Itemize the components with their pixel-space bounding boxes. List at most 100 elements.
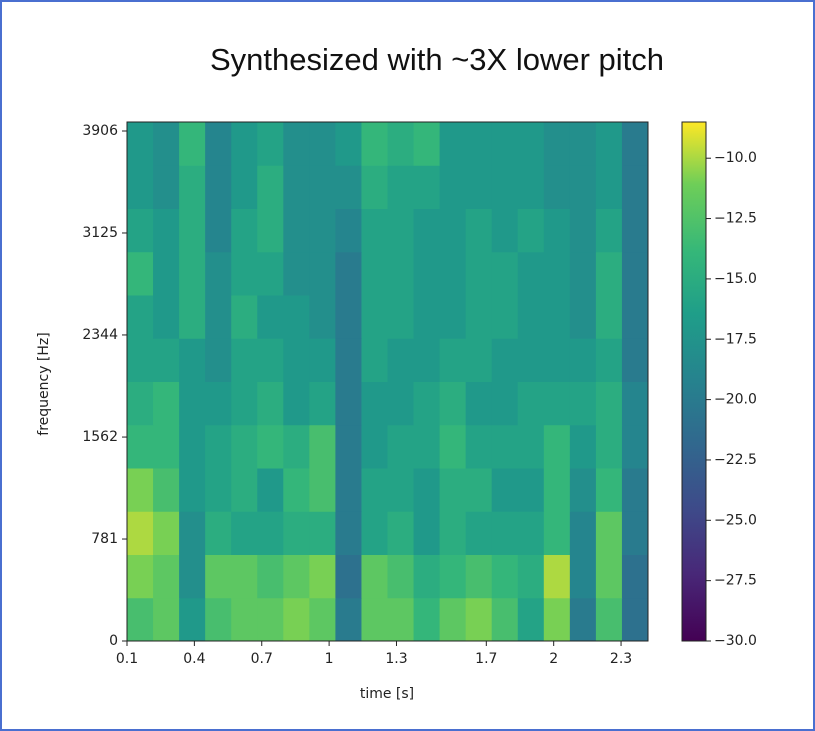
heatmap-cell	[283, 295, 310, 339]
heatmap-cell	[153, 165, 180, 209]
heatmap-cell	[413, 208, 441, 253]
heatmap-cell	[309, 338, 336, 382]
heatmap-cell	[257, 468, 284, 512]
heatmap-cell	[153, 424, 180, 469]
heatmap-cell	[257, 597, 284, 642]
heatmap-cell	[205, 338, 232, 382]
heatmap-cell	[491, 208, 519, 253]
heatmap-cell	[569, 165, 597, 209]
heatmap-cell	[361, 165, 388, 209]
heatmap-cell	[231, 554, 258, 599]
heatmap-cell	[439, 208, 467, 253]
heatmap-cell	[335, 424, 362, 469]
heatmap-cell	[205, 597, 232, 642]
colorbar-tick-label: −27.5	[714, 573, 757, 589]
y-tick-label: 2344	[82, 327, 118, 343]
heatmap-cell	[621, 208, 649, 253]
heatmap-cell	[335, 554, 362, 599]
heatmap-cell	[309, 554, 336, 599]
heatmap-cell	[439, 424, 467, 469]
heatmap-cell	[569, 251, 597, 296]
heatmap-cell	[127, 295, 154, 339]
heatmap-cell	[361, 338, 388, 382]
heatmap-cell	[517, 338, 545, 382]
heatmap-cell	[231, 511, 258, 555]
y-tick-label: 781	[91, 531, 118, 547]
heatmap-cell	[517, 511, 545, 555]
heatmap-cell	[569, 208, 597, 253]
heatmap-cell	[413, 424, 441, 469]
heatmap-cell	[335, 251, 362, 296]
heatmap-cell	[153, 468, 180, 512]
heatmap-cell	[543, 295, 571, 339]
heatmap-cell	[127, 511, 154, 555]
heatmap-cell	[543, 165, 571, 209]
heatmap-cell	[179, 381, 206, 426]
heatmap-cell	[569, 338, 597, 382]
heatmap-cell	[387, 295, 415, 339]
heatmap-cell	[543, 251, 571, 296]
heatmap-cell	[153, 511, 180, 555]
heatmap-cell	[153, 251, 180, 296]
heatmap-cell	[127, 251, 154, 296]
heatmap-cell	[595, 165, 623, 209]
x-tick-label: 1	[325, 651, 334, 667]
heatmap-cell	[621, 511, 649, 555]
heatmap-cell	[439, 122, 467, 166]
heatmap-cell	[335, 208, 362, 253]
heatmap-cell	[231, 122, 258, 166]
heatmap-cell	[569, 295, 597, 339]
heatmap-cell	[543, 208, 571, 253]
heatmap-cell	[569, 381, 597, 426]
heatmap-cell	[205, 511, 232, 555]
heatmap-cell	[413, 554, 441, 599]
heatmap-cell	[179, 165, 206, 209]
heatmap-cell	[361, 208, 388, 253]
heatmap-cell	[335, 597, 362, 642]
heatmap-cell	[595, 295, 623, 339]
heatmap-cell	[387, 165, 415, 209]
heatmap-cell	[517, 295, 545, 339]
heatmap-cell	[205, 554, 232, 599]
heatmap-cell	[283, 511, 310, 555]
heatmap-cell	[439, 295, 467, 339]
heatmap-cell	[569, 511, 597, 555]
heatmap-cell	[491, 338, 519, 382]
heatmap-cell	[543, 424, 571, 469]
heatmap-cell	[153, 597, 180, 642]
heatmap-cell	[465, 424, 493, 469]
heatmap-cell	[621, 295, 649, 339]
heatmap-cell	[127, 597, 154, 642]
heatmap-cell	[413, 381, 441, 426]
heatmap-cell	[335, 122, 362, 166]
heatmap-cell	[413, 122, 441, 166]
x-tick-label: 0.1	[116, 651, 138, 667]
heatmap-cell	[283, 381, 310, 426]
heatmap-cell	[621, 554, 649, 599]
heatmap-cell	[283, 338, 310, 382]
heatmap-cell	[387, 511, 415, 555]
heatmap-cell	[569, 468, 597, 512]
heatmap-cell	[153, 208, 180, 253]
heatmap-cell	[153, 338, 180, 382]
heatmap-cell	[491, 468, 519, 512]
heatmap-cell	[283, 554, 310, 599]
heatmap-cell	[127, 338, 154, 382]
heatmap-cell	[179, 295, 206, 339]
heatmap-cell	[257, 295, 284, 339]
heatmap-cell	[205, 381, 232, 426]
heatmap-cell	[439, 597, 467, 642]
heatmap-cell	[491, 597, 519, 642]
heatmap-cell	[231, 295, 258, 339]
colorbar-tick-label: −25.0	[714, 512, 757, 528]
heatmap-cell	[257, 165, 284, 209]
heatmap-cell	[283, 424, 310, 469]
x-tick-label: 1.7	[475, 651, 497, 667]
heatmap-cell	[595, 122, 623, 166]
x-tick-label: 2	[549, 651, 558, 667]
heatmap-cell	[283, 251, 310, 296]
heatmap-cell	[361, 468, 388, 512]
heatmap-cell	[595, 338, 623, 382]
heatmap-cell	[439, 554, 467, 599]
